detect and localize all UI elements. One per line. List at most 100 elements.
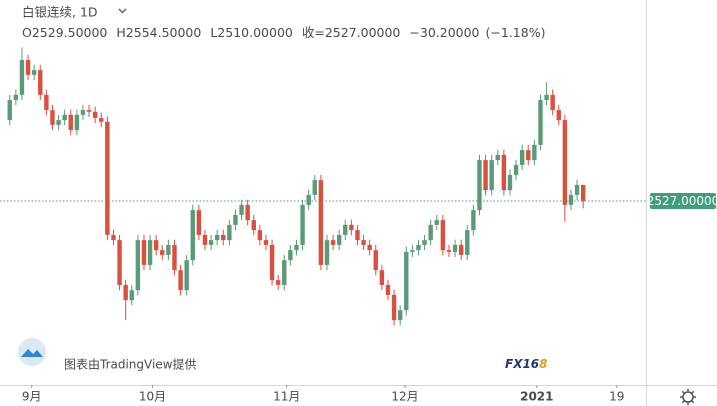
candle-body: [245, 204, 250, 221]
candle-body: [214, 234, 220, 241]
candle-body: [580, 184, 586, 201]
candle-body: [343, 224, 348, 235]
candle-body: [86, 110, 92, 112]
candle-body: [550, 94, 555, 111]
x-tick-label: 10月: [139, 390, 166, 404]
candle-body: [495, 154, 500, 161]
gear-teeth: [680, 389, 696, 405]
candle-body: [227, 224, 232, 241]
candle-body: [135, 240, 141, 291]
change-label: −30.20000: [409, 25, 479, 40]
candle-body: [428, 224, 433, 241]
candle-body: [184, 260, 189, 291]
candle-body: [50, 110, 55, 125]
attribution-text: 图表由TradingView提供: [64, 357, 197, 372]
x-tick-label: 12月: [391, 390, 418, 404]
candle-body: [373, 250, 378, 271]
candle-body: [62, 114, 67, 121]
candle-body: [367, 244, 372, 251]
candle-body: [141, 240, 147, 265]
candle-body: [202, 234, 208, 245]
attribution-logo-bg: [18, 338, 46, 366]
logo-main: FX16: [505, 357, 539, 371]
x-tick-label: 9月: [22, 390, 42, 404]
candle-body: [391, 294, 397, 321]
candle-body: [166, 244, 171, 255]
last-price-box: [650, 192, 716, 209]
close-label: 收=2527.00000: [302, 25, 401, 40]
candle-body: [105, 121, 110, 235]
candle-body: [80, 110, 86, 115]
candle-body: [178, 270, 183, 291]
candle-body: [263, 240, 269, 245]
candle-body: [221, 234, 226, 241]
candle-body: [501, 154, 507, 191]
candle-body: [31, 70, 37, 75]
attribution-logo: [21, 349, 43, 357]
candle-body: [452, 244, 458, 252]
x-tick-label: 2021: [520, 390, 553, 404]
candle-body: [233, 214, 238, 225]
candle-body: [196, 210, 202, 235]
candle-body: [257, 230, 263, 241]
legend: 白银连续, 1D O2529.50000 H2554.50000 L2510.000…: [22, 5, 545, 40]
symbol-label[interactable]: 白银连续, 1D: [22, 5, 98, 20]
candle-body: [44, 94, 49, 111]
candle-body: [294, 244, 299, 251]
candle-body: [477, 160, 482, 211]
candle-body: [300, 204, 305, 245]
low-label: L2510.00000: [210, 25, 293, 40]
x-tick-label: 11月: [273, 390, 300, 404]
candle-body: [25, 60, 31, 75]
candle-body: [312, 180, 317, 195]
attribution[interactable]: 图表由TradingView提供: [18, 338, 197, 372]
candle-body: [306, 194, 311, 205]
candle-body: [56, 120, 61, 125]
candle-body: [519, 150, 525, 165]
candle-body: [239, 204, 244, 215]
dropdown-icon[interactable]: [118, 8, 127, 14]
candle-body: [336, 234, 342, 245]
candle-body: [147, 240, 153, 265]
logo-accent: 8: [539, 357, 547, 371]
candle-body: [404, 251, 409, 311]
last-price-label: 2527.00000: [647, 194, 717, 208]
candle-body: [99, 117, 104, 122]
candle-body: [190, 210, 195, 261]
candle-body: [513, 164, 519, 175]
candle-body: [318, 180, 324, 265]
x-tick-label: 19: [609, 390, 624, 404]
candle-body: [410, 250, 415, 252]
candle-body: [532, 144, 537, 161]
candle-body: [574, 184, 580, 195]
candle-body: [458, 244, 464, 255]
high-label: H2554.50000: [116, 25, 201, 40]
candle-body: [434, 220, 439, 225]
candle-body: [489, 160, 494, 191]
settings-icon[interactable]: [680, 389, 696, 405]
change-pct-label: (−1.18%): [486, 25, 546, 40]
candle-body: [13, 94, 19, 101]
plot-area: [7, 47, 586, 326]
ohlc-legend: O2529.50000 H2554.50000 L2510.00000 收=2527.…: [22, 25, 545, 40]
candle-body: [123, 284, 128, 301]
candle-body: [330, 240, 336, 245]
candle-body: [379, 270, 385, 285]
candle-body: [355, 230, 360, 241]
candle-body: [465, 230, 470, 255]
candle-body: [68, 114, 73, 131]
candle-body: [507, 174, 513, 191]
candle-body: [538, 100, 543, 145]
candle-body: [282, 260, 287, 285]
candle-body: [111, 234, 116, 241]
logo: FX168: [505, 357, 548, 371]
candle-body: [483, 160, 488, 191]
candle-body: [7, 100, 12, 121]
candle-body: [556, 110, 561, 121]
candle-body: [416, 244, 421, 251]
candle-body: [251, 220, 256, 231]
candle-body: [117, 240, 122, 285]
candle-body: [288, 250, 293, 261]
